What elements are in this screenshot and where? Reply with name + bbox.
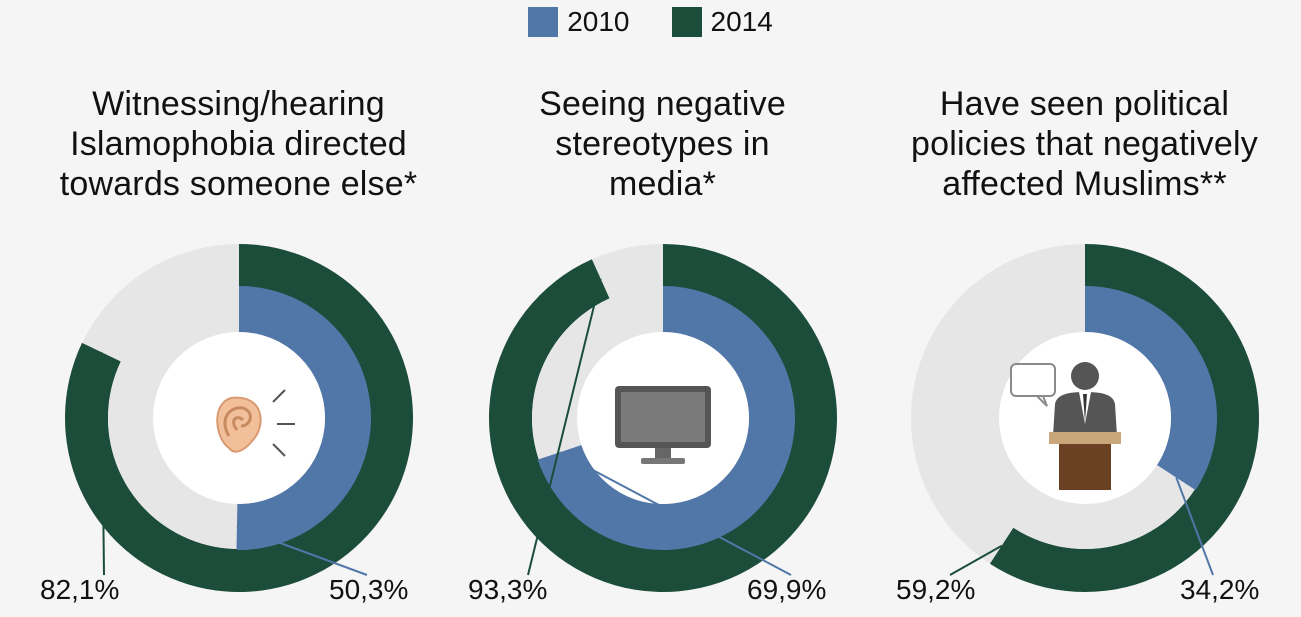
panel-title: Witnessing/hearing Islamophobia directed… [59,85,418,203]
value-label-2014: 82,1% [40,574,120,605]
value-label-2010: 50,3% [329,574,409,605]
value-label-2014: 59,2% [896,574,976,605]
ring-2014-arc [989,244,1259,593]
donut-chart-policies [911,244,1259,593]
chart-panel-witnessing: Witnessing/hearing Islamophobia directed… [22,80,455,617]
legend-label-2014: 2014 [710,6,773,37]
ear-icon [216,389,295,457]
donut-chart-media [488,244,837,592]
ring-2010-arc [236,286,371,550]
leader-line-2014 [527,278,602,576]
panel-title: Have seen political policies that negati… [911,85,1258,203]
leader-line-2010 [1175,477,1214,576]
legend-item-2014: 2014 [671,6,773,38]
leader-line-2014 [100,352,105,576]
legend-item-2010: 2010 [528,6,630,38]
legend-swatch-2010 [528,7,559,37]
leader-line-2010 [559,451,792,576]
value-label-2014: 93,3% [468,574,548,605]
politician-podium-icon [1010,362,1121,490]
panel-title: Seeing negative stereotypes in media* [539,85,786,203]
ring-2010-arc [1085,286,1217,491]
chart-panel-policies: Have seen political policies that negati… [868,80,1301,617]
legend-label-2010: 2010 [567,6,630,37]
donut-chart-witnessing [64,244,413,592]
legend-swatch-2014 [671,7,702,37]
monitor-icon [615,386,711,464]
leader-line-2010 [236,526,368,576]
leader-line-2014 [949,544,1003,576]
legend: 2010 2014 [0,6,1301,38]
ring-2010-arc [537,286,795,550]
value-label-2010: 34,2% [1180,574,1260,605]
value-label-2010: 69,9% [747,574,827,605]
chart-panel-media: Seeing negative stereotypes in media* 93… [446,80,879,617]
